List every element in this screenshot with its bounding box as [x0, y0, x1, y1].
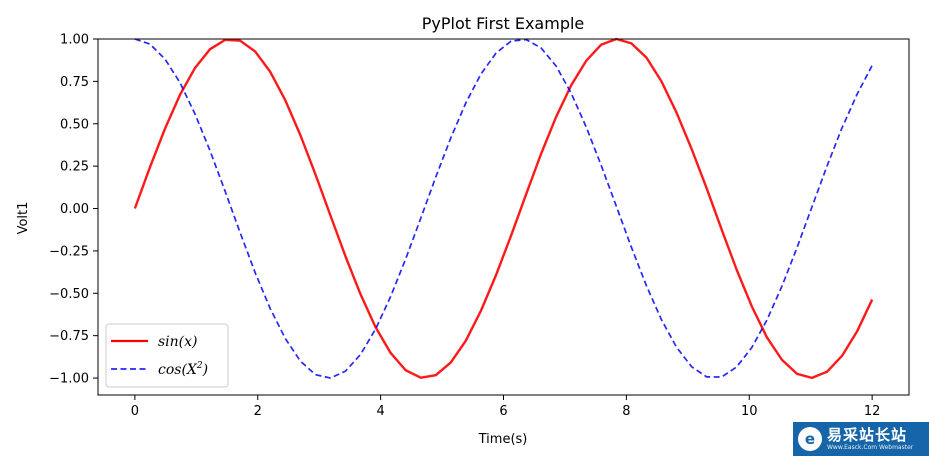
- series-layer: [133, 37, 874, 380]
- x-tick-label: 8: [622, 404, 630, 419]
- x-tick-label: 10: [741, 404, 758, 419]
- legend-box: [105, 323, 229, 388]
- x-tick-label: 4: [376, 404, 384, 419]
- watermark-badge: e 易采站长站 Www.Easck.Com Webmaster: [793, 422, 929, 456]
- y-tick-label: 0.25: [60, 160, 89, 175]
- x-axis-label: Time(s): [478, 432, 528, 447]
- y-axis: 1.00 0.75 0.50 0.25 0.00 −0.25 −0.50 −0.75 −1.00: [49, 33, 98, 387]
- x-tick-label: 2: [254, 404, 262, 419]
- legend-label-cos: cos(X2): [158, 361, 208, 378]
- y-tick-label: 1.00: [60, 33, 89, 48]
- legend-label-sin: sin(x): [158, 334, 198, 350]
- legend: sin(x) cos(X2): [105, 323, 229, 388]
- y-axis-label: Volt1: [16, 202, 31, 235]
- watermark-text: 易采站长站 Www.Easck.Com Webmaster: [827, 425, 914, 452]
- series-line-sin: [133, 37, 874, 380]
- y-tick-label: −0.75: [49, 329, 89, 344]
- watermark-logo-icon: e: [798, 427, 822, 451]
- x-tick-label: 12: [864, 404, 881, 419]
- x-axis: 0 2 4 6 8 10 12: [131, 395, 881, 419]
- series-line-cos: [134, 38, 873, 379]
- x-tick-label: 0: [131, 404, 139, 419]
- y-tick-label: −0.50: [49, 287, 89, 302]
- y-tick-label: 0.00: [60, 202, 89, 217]
- watermark-url: Www.Easck.Com Webmaster: [827, 443, 914, 451]
- y-tick-label: −1.00: [49, 372, 89, 387]
- chart-title: PyPlot First Example: [422, 14, 585, 33]
- x-tick-label: 6: [499, 404, 507, 419]
- y-tick-label: 0.50: [60, 117, 89, 132]
- watermark-title: 易采站长站: [827, 425, 908, 444]
- y-tick-label: −0.25: [49, 244, 89, 259]
- y-tick-label: 0.75: [60, 75, 89, 90]
